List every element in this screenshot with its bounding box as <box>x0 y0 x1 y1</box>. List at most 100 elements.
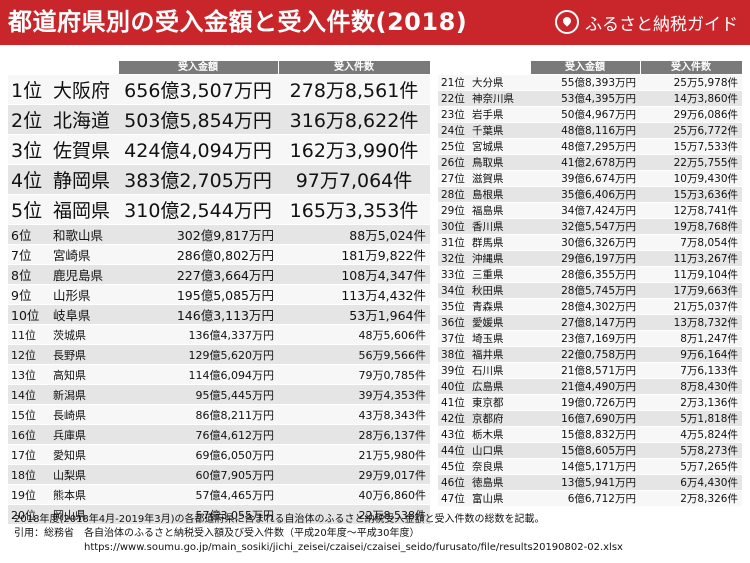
amount-cell: 34億7,424万円 <box>530 202 640 219</box>
amount-cell: 28億4,302万円 <box>530 298 640 315</box>
rank-cell: 21位 <box>438 74 472 91</box>
count-cell: 7万8,054件 <box>640 234 742 251</box>
prefecture-cell: 福井県 <box>472 346 530 363</box>
rank-cell: 19位 <box>8 484 53 505</box>
column-header-amount: 受入金額 <box>118 61 279 75</box>
table-row: 36位 愛媛県 27億8,147万円 13万8,732件 <box>438 314 742 331</box>
amount-cell: 129億5,620万円 <box>118 344 278 365</box>
amount-cell: 15億8,832万円 <box>530 426 640 443</box>
prefecture-cell: 奈良県 <box>472 458 530 475</box>
amount-cell: 69億6,050万円 <box>118 444 278 465</box>
rank-cell: 16位 <box>8 424 53 445</box>
table-row: 14位 新潟県 95億5,445万円 39万4,353件 <box>8 384 430 405</box>
table-row: 31位 群馬県 30億6,326万円 7万8,054件 <box>438 234 742 251</box>
rank-cell: 41位 <box>438 394 472 411</box>
table-row: 13位 高知県 114億6,094万円 79万0,785件 <box>8 364 430 385</box>
amount-cell: 57億3,055万円 <box>118 504 278 524</box>
table-row: 1位 大阪府 656億3,507万円 278万8,561件 <box>8 74 430 105</box>
amount-cell: 57億4,465万円 <box>118 484 278 505</box>
count-cell: 10万9,430件 <box>640 170 742 187</box>
rank-cell: 31位 <box>438 234 472 251</box>
rank-cell: 35位 <box>438 298 472 315</box>
count-cell: 14万3,860件 <box>640 90 742 107</box>
rank-cell: 10位 <box>8 304 53 325</box>
brand-name: ふるさと納税ガイド <box>585 14 738 35</box>
table-row: 27位 滋賀県 39億6,674万円 10万9,430件 <box>438 170 742 187</box>
prefecture-cell: 山梨県 <box>53 464 118 485</box>
amount-cell: 14億5,171万円 <box>530 458 640 475</box>
rank-cell: 18位 <box>8 464 53 485</box>
prefecture-cell: 沖縄県 <box>472 250 530 267</box>
column-header-count: 受入件数 <box>640 61 743 75</box>
prefecture-cell: 茨城県 <box>53 324 118 345</box>
prefecture-cell: 福島県 <box>472 202 530 219</box>
prefecture-cell: 秋田県 <box>472 282 530 299</box>
count-cell: 40万6,860件 <box>278 484 430 505</box>
table-row: 28位 島根県 35億6,406万円 15万3,636件 <box>438 186 742 203</box>
count-cell: 316万8,622件 <box>278 104 430 135</box>
count-cell: 15万3,636件 <box>640 186 742 203</box>
footer-note: 2018年度(2018年4月-2019年3月)の各都道府県に含まれる自治体のふる… <box>14 514 545 525</box>
amount-cell: 23億7,169万円 <box>530 330 640 347</box>
column-header-amount: 受入金額 <box>530 61 641 75</box>
source-url-link[interactable]: https://www.soumu.go.jp/main_sosiki/jich… <box>84 542 623 553</box>
prefecture-cell: 福岡県 <box>53 194 118 225</box>
prefecture-cell: 埼玉県 <box>472 330 530 347</box>
prefecture-cell: 宮城県 <box>472 138 530 155</box>
count-cell: 7万6,133件 <box>640 362 742 379</box>
count-cell: 5万8,273件 <box>640 442 742 459</box>
rank-cell: 15位 <box>8 404 53 425</box>
count-cell: 48万5,606件 <box>278 324 430 345</box>
prefecture-cell: 東京都 <box>472 394 530 411</box>
count-cell: 278万8,561件 <box>278 74 430 105</box>
count-cell: 22万8,538件 <box>278 504 430 524</box>
table-row: 8位 鹿児島県 227億3,664万円 108万4,347件 <box>8 264 430 285</box>
count-cell: 15万7,533件 <box>640 138 742 155</box>
rank-cell: 11位 <box>8 324 53 345</box>
amount-cell: 383億2,705万円 <box>118 164 278 195</box>
brand-logo-link[interactable]: ふるさと納税ガイド <box>555 8 738 36</box>
rank-cell: 33位 <box>438 266 472 283</box>
table-row: 18位 山梨県 60億7,905万円 29万9,017件 <box>8 464 430 485</box>
amount-cell: 41億2,678万円 <box>530 154 640 171</box>
table-row: 11位 茨城県 136億4,337万円 48万5,606件 <box>8 324 430 345</box>
prefecture-cell: 栃木県 <box>472 426 530 443</box>
table-row: 20位 岡山県 57億3,055万円 22万8,538件 <box>8 504 430 524</box>
table-row: 26位 鳥取県 41億2,678万円 22万5,755件 <box>438 154 742 171</box>
table-row: 42位 京都府 16億7,690万円 5万1,818件 <box>438 410 742 427</box>
count-cell: 5万1,818件 <box>640 410 742 427</box>
table-row: 15位 長崎県 86億8,211万円 43万8,343件 <box>8 404 430 425</box>
count-cell: 28万6,137件 <box>278 424 430 445</box>
amount-cell: 6億6,712万円 <box>530 490 640 506</box>
prefecture-cell: 群馬県 <box>472 234 530 251</box>
table-row: 3位 佐賀県 424億4,094万円 162万3,990件 <box>8 134 430 165</box>
rank-cell: 22位 <box>438 90 472 107</box>
table-row: 33位 三重県 28億6,355万円 11万9,104件 <box>438 266 742 283</box>
rank-cell: 1位 <box>8 74 53 105</box>
page-title: 都道府県別の受入金額と受入件数(2018) <box>8 8 468 36</box>
count-cell: 88万5,024件 <box>278 224 430 245</box>
rank-cell: 8位 <box>8 264 53 285</box>
rank-cell: 4位 <box>8 164 53 195</box>
prefecture-cell: 愛知県 <box>53 444 118 465</box>
amount-cell: 95億5,445万円 <box>118 384 278 405</box>
count-cell: 79万0,785件 <box>278 364 430 385</box>
amount-cell: 424億4,094万円 <box>118 134 278 165</box>
rank-cell: 43位 <box>438 426 472 443</box>
table-row: 24位 千葉県 48億8,116万円 25万6,772件 <box>438 122 742 139</box>
prefecture-cell: 兵庫県 <box>53 424 118 445</box>
amount-cell: 86億8,211万円 <box>118 404 278 425</box>
table-row: 10位 岐阜県 146億3,113万円 53万1,964件 <box>8 304 430 325</box>
table-row: 47位 富山県 6億6,712万円 2万8,326件 <box>438 490 742 506</box>
count-cell: 21万5,980件 <box>278 444 430 465</box>
amount-cell: 16億7,690万円 <box>530 410 640 427</box>
count-cell: 53万1,964件 <box>278 304 430 325</box>
count-cell: 6万4,430件 <box>640 474 742 491</box>
prefecture-cell: 長野県 <box>53 344 118 365</box>
title-bar: 都道府県別の受入金額と受入件数(2018) ふるさと納税ガイド <box>0 0 750 45</box>
rank-cell: 45位 <box>438 458 472 475</box>
amount-cell: 21億8,571万円 <box>530 362 640 379</box>
table-row: 7位 宮崎県 286億0,802万円 181万9,822件 <box>8 244 430 265</box>
count-cell: 11万9,104件 <box>640 266 742 283</box>
amount-cell: 286億0,802万円 <box>118 244 278 265</box>
